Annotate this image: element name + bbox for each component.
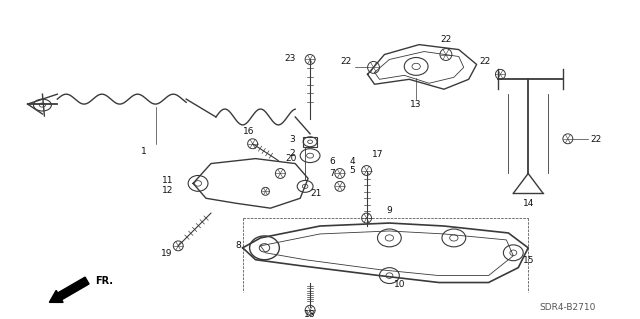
FancyArrow shape xyxy=(49,277,89,302)
Text: 18: 18 xyxy=(305,310,316,319)
Text: 10: 10 xyxy=(394,280,406,289)
Text: 23: 23 xyxy=(285,55,296,63)
Text: 22: 22 xyxy=(440,35,452,44)
Text: 6: 6 xyxy=(329,157,335,166)
Text: 3: 3 xyxy=(289,135,295,144)
Text: 22: 22 xyxy=(479,57,490,66)
Text: 4: 4 xyxy=(349,157,355,166)
Text: 22: 22 xyxy=(340,57,352,66)
Text: 17: 17 xyxy=(372,150,383,159)
Text: 13: 13 xyxy=(410,100,422,109)
Text: 16: 16 xyxy=(243,127,254,136)
Text: 14: 14 xyxy=(522,199,534,208)
Text: 9: 9 xyxy=(387,206,392,215)
Text: 2: 2 xyxy=(289,149,295,158)
Text: 21: 21 xyxy=(310,189,321,198)
Text: SDR4-B2710: SDR4-B2710 xyxy=(540,303,596,312)
Text: 20: 20 xyxy=(285,153,297,163)
Text: 22: 22 xyxy=(591,135,602,144)
Text: 15: 15 xyxy=(524,256,534,265)
Text: 7: 7 xyxy=(329,169,335,178)
Text: 8: 8 xyxy=(235,241,241,250)
Text: 1: 1 xyxy=(141,147,147,156)
Text: 11: 11 xyxy=(162,176,173,185)
Text: FR.: FR. xyxy=(95,276,113,286)
Text: 12: 12 xyxy=(162,186,173,195)
Text: 19: 19 xyxy=(161,249,172,258)
Text: 5: 5 xyxy=(349,167,355,175)
